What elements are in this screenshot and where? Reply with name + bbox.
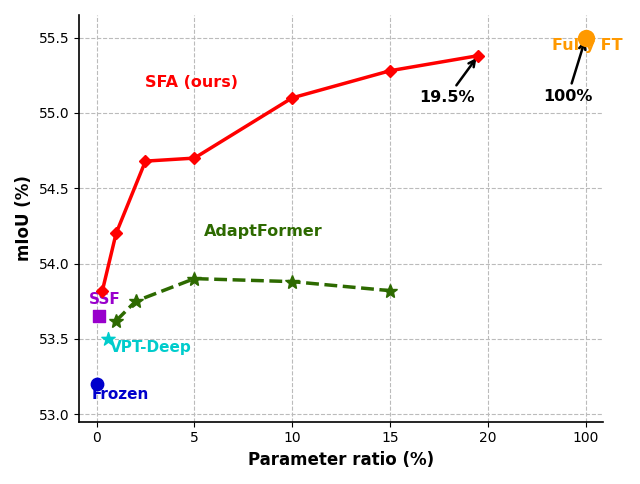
Text: SFA (ours): SFA (ours) <box>145 76 239 91</box>
X-axis label: Parameter ratio (%): Parameter ratio (%) <box>248 451 434 469</box>
Text: Frozen: Frozen <box>92 387 149 402</box>
Text: SSF: SSF <box>89 292 120 307</box>
Text: 19.5%: 19.5% <box>419 60 475 106</box>
Y-axis label: mIoU (%): mIoU (%) <box>15 175 33 261</box>
Text: AdaptFormer: AdaptFormer <box>204 225 323 240</box>
Point <box>580 34 591 42</box>
Text: VPT-Deep: VPT-Deep <box>110 340 192 355</box>
Point <box>92 380 102 388</box>
Text: 100%: 100% <box>543 43 593 104</box>
Text: Fully FT: Fully FT <box>552 38 622 53</box>
Point <box>94 312 104 320</box>
Point <box>103 335 113 343</box>
